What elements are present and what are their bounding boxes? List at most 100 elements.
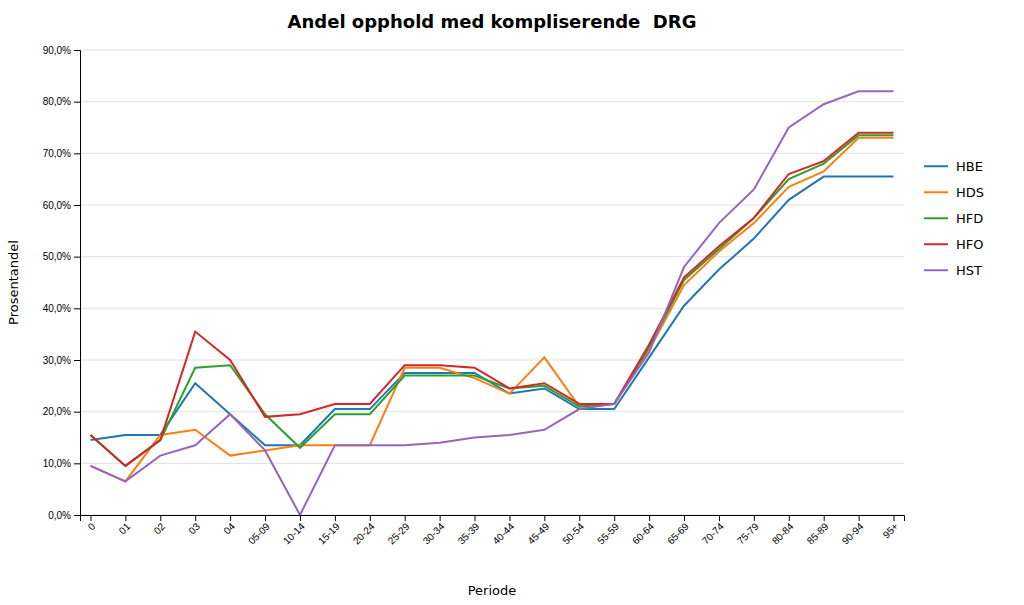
legend-item: HST — [924, 263, 982, 278]
x-tick: 55-59 — [595, 515, 621, 547]
chart-svg: 0,0%10,0%20,0%30,0%40,0%50,0%60,0%70,0%8… — [0, 0, 1024, 605]
y-tick: 60,0% — [43, 200, 80, 211]
tick-label: 60,0% — [43, 200, 71, 211]
grid — [80, 50, 904, 515]
x-tick: 75-79 — [735, 515, 761, 547]
tick-label: 0,0% — [48, 510, 71, 521]
legend-item: HDS — [924, 185, 984, 200]
tick-mark — [125, 515, 126, 521]
x-tick: 25-29 — [386, 515, 412, 547]
tick-mark — [90, 515, 91, 521]
tick-label: 35-39 — [456, 520, 482, 546]
tick-mark — [894, 515, 895, 521]
chart-container: 0,0%10,0%20,0%30,0%40,0%50,0%60,0%70,0%8… — [0, 0, 1024, 605]
x-tick: 95+ — [881, 515, 901, 540]
tick-mark — [684, 515, 685, 521]
tick-label: 65-69 — [665, 520, 691, 546]
tick-mark — [614, 515, 615, 521]
series-line — [90, 91, 893, 515]
legend-swatch — [924, 269, 948, 271]
tick-mark — [544, 515, 545, 521]
x-tick: 70-74 — [700, 515, 726, 547]
grid-line — [80, 411, 904, 412]
grid-line — [80, 360, 904, 361]
tick-label: 15-19 — [316, 520, 342, 546]
legend-swatch — [924, 165, 948, 167]
tick-mark — [789, 515, 790, 521]
x-tick: 85-89 — [805, 515, 831, 547]
x-tick: 0 — [86, 515, 98, 532]
legend-item: HFD — [924, 211, 983, 226]
tick-mark — [754, 515, 755, 521]
x-tick: 40-44 — [490, 515, 516, 547]
grid-line — [80, 50, 904, 51]
tick-mark — [74, 153, 80, 154]
y-tick: 70,0% — [43, 148, 80, 159]
lines — [90, 91, 893, 515]
tick-mark — [719, 515, 720, 521]
tick-label: 10,0% — [43, 458, 71, 469]
tick-mark — [579, 515, 580, 521]
x-tick: 65-69 — [665, 515, 691, 547]
tick-label: 55-59 — [595, 520, 621, 546]
legend-label: HFO — [956, 237, 984, 252]
legend-swatch — [924, 191, 948, 193]
grid-line — [80, 153, 904, 154]
x-tick: 80-84 — [770, 515, 796, 547]
tick-label: 45-49 — [525, 520, 551, 546]
tick-label: 50-54 — [560, 520, 586, 546]
legend-swatch — [924, 217, 948, 219]
tick-label: 90-94 — [840, 520, 866, 546]
tick-label: 85-89 — [805, 520, 831, 546]
tick-label: 95+ — [881, 521, 901, 541]
tick-mark — [74, 412, 80, 413]
x-axis: 00102030405-0910-1415-1920-2425-2930-343… — [81, 515, 905, 547]
x-tick: 03 — [186, 515, 202, 536]
y-tick: 30,0% — [43, 355, 80, 366]
tick-label: 20-24 — [351, 520, 377, 546]
y-axis-title: Prosentandel — [6, 240, 21, 325]
tick-label: 70-74 — [700, 520, 726, 546]
tick-label: 90,0% — [43, 45, 71, 56]
x-tick: 04 — [221, 515, 237, 536]
grid-line — [80, 101, 904, 102]
tick-mark — [74, 205, 80, 206]
y-tick: 20,0% — [43, 406, 80, 417]
legend-label: HDS — [956, 185, 984, 200]
x-tick: 01 — [117, 515, 133, 536]
tick-label: 80-84 — [770, 520, 796, 546]
x-tick: 35-39 — [456, 515, 482, 547]
y-tick: 10,0% — [43, 458, 80, 469]
legend-label: HFD — [956, 211, 983, 226]
tick-mark — [160, 515, 161, 521]
tick-mark — [649, 515, 650, 521]
x-tick: 05-09 — [246, 515, 272, 547]
legend-item: HBE — [924, 159, 983, 174]
x-tick: 60-64 — [630, 515, 656, 547]
series-line — [90, 138, 893, 482]
tick-mark — [335, 515, 336, 521]
x-tick: 45-49 — [525, 515, 551, 547]
grid-line — [80, 308, 904, 309]
x-tick: 30-34 — [421, 515, 447, 547]
tick-mark — [74, 102, 80, 103]
grid-line — [80, 463, 904, 464]
tick-label: 40-44 — [490, 520, 516, 546]
tick-label: 80,0% — [43, 96, 71, 107]
legend-label: HST — [956, 263, 982, 278]
legend: HBE HDS HFD HFO HST — [924, 159, 984, 278]
series-line — [90, 177, 893, 446]
grid-line — [80, 205, 904, 206]
x-tick: 15-19 — [316, 515, 342, 547]
tick-mark — [74, 308, 80, 309]
x-tick: 50-54 — [560, 515, 586, 547]
tick-label: 20,0% — [43, 406, 71, 417]
tick-label: 50,0% — [43, 251, 71, 262]
tick-mark — [74, 257, 80, 258]
x-tick: 02 — [152, 515, 168, 536]
y-axis: 0,0%10,0%20,0%30,0%40,0%50,0%60,0%70,0%8… — [43, 45, 81, 521]
y-tick: 0,0% — [48, 510, 80, 521]
tick-label: 01 — [117, 520, 133, 536]
tick-mark — [265, 515, 266, 521]
axis-line — [81, 516, 905, 522]
